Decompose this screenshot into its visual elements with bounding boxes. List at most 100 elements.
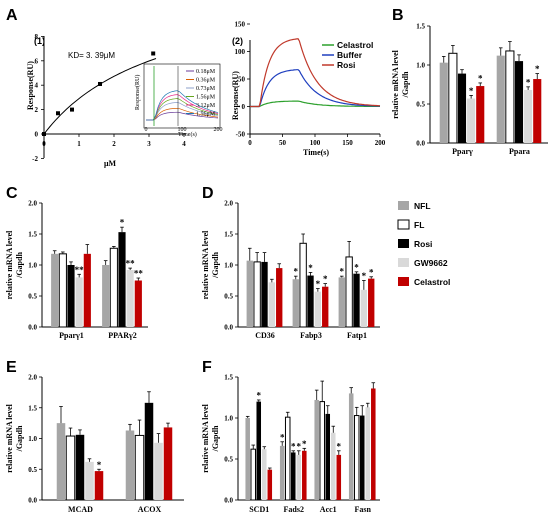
a1-xtick-label: 3 — [147, 140, 151, 148]
bar-gw9662 — [268, 282, 276, 327]
category-label: Pparγ — [452, 147, 473, 156]
bar-celastrol — [336, 454, 342, 500]
bar-rosi — [261, 261, 268, 327]
bar-fl — [505, 50, 515, 144]
legend-label-rosi: Rosi — [414, 239, 432, 249]
a2-xtick-label: 150 — [342, 139, 353, 147]
legend-label-gw9662: GW9662 — [414, 258, 448, 268]
ytick-label: 1.0 — [28, 262, 37, 270]
a2-xtick-label: 50 — [279, 139, 287, 147]
category-label: MCAD — [68, 505, 93, 514]
significance-star: * — [340, 267, 345, 277]
sensorgram-line-rosi — [250, 38, 380, 108]
bar-rosi — [359, 415, 365, 500]
ytick-label: 1.5 — [28, 404, 37, 412]
inset-xtick-label: 200 — [214, 127, 223, 133]
inset-series-line — [146, 102, 219, 121]
a1-ytick-label: 8 — [35, 33, 39, 41]
a1-ytick-label: -2 — [32, 155, 38, 163]
category-label: Pparγ1 — [59, 331, 84, 340]
inset-series-line — [146, 107, 219, 121]
panel-A1-label: (1) — [34, 36, 45, 46]
bar-fl — [299, 242, 307, 328]
y-axis-label: relative mRNA level/Gapdh — [5, 403, 24, 472]
legend-swatch-fl — [397, 219, 410, 230]
legend-swatch-celastrol — [398, 277, 409, 286]
legend-label-nfl: NFL — [414, 201, 431, 211]
ytick-label: 0.5 — [224, 293, 233, 301]
significance-star: * — [302, 439, 307, 449]
a1-ytick-label: 6 — [35, 57, 39, 65]
a2-ytick-label: 100 — [235, 48, 246, 56]
ytick-label: 2.0 — [224, 200, 233, 208]
bar-nfl — [245, 418, 250, 500]
bar-fl — [109, 247, 118, 328]
significance-star: * — [469, 86, 474, 96]
bar-nfl — [496, 55, 505, 143]
panel-letter-D: D — [202, 185, 214, 202]
bar-celastrol — [322, 286, 329, 327]
inset-series-line — [146, 98, 219, 121]
bar-gw9662 — [331, 432, 336, 500]
bar-fl — [284, 416, 291, 501]
inset-ylabel: Response(RU) — [134, 75, 141, 110]
ytick-label: 2.0 — [28, 374, 37, 382]
significance-star: * — [323, 274, 328, 284]
inset-legend-label: 1.56μM — [196, 112, 216, 118]
sensorgram-line-buffer — [250, 69, 381, 108]
inset-legend-label: 3.12μM — [196, 103, 216, 109]
ytick-label: 1.5 — [28, 231, 37, 239]
bar-celastrol — [83, 253, 91, 327]
category-label: Fabp3 — [300, 331, 322, 340]
significance-star: * — [535, 64, 540, 74]
bar-gw9662 — [314, 291, 322, 327]
bar-celastrol — [276, 268, 283, 327]
significance-star: * — [362, 271, 367, 281]
bar-nfl — [51, 253, 59, 327]
bar-rosi — [307, 275, 314, 327]
significance-star: * — [291, 441, 296, 451]
category-label: Fatp1 — [347, 331, 367, 340]
bar-gw9662 — [524, 89, 533, 143]
ytick-label: 1.5 — [224, 231, 233, 239]
a2-legend-label: Buffer — [337, 50, 363, 60]
bar-fl — [253, 261, 261, 328]
bar-nfl — [348, 393, 354, 500]
bar-celastrol — [371, 388, 376, 500]
panel-A1-xlabel: μM — [104, 159, 117, 168]
bar-nfl — [439, 62, 448, 143]
bar-gw9662 — [360, 289, 368, 327]
bar-fl — [250, 448, 256, 501]
ytick-label: 0.0 — [28, 324, 37, 332]
a1-data-point — [42, 132, 46, 136]
significance-star: * — [257, 390, 262, 400]
inset-series-line — [146, 111, 219, 121]
inset-legend-label: 1.56μM — [196, 95, 216, 101]
bar-nfl — [279, 445, 285, 500]
inset-legend-label: 0.73μM — [196, 86, 216, 92]
a2-ytick-label: 50 — [238, 76, 246, 84]
y-axis-label-line: relative mRNA level — [5, 403, 14, 472]
bar-celastrol — [163, 427, 173, 500]
ytick-label: 1.0 — [224, 415, 233, 423]
bar-nfl — [292, 279, 299, 327]
y-axis-label-line: /Gapdh — [15, 252, 24, 279]
y-axis-label-line: /Gapdh — [211, 252, 220, 279]
bar-gw9662 — [262, 449, 267, 500]
y-axis-label-line: relative mRNA level — [201, 230, 210, 299]
bar-fl — [58, 253, 67, 328]
panel-A2-xlabel: Time(s) — [303, 148, 329, 157]
significance-star: * — [354, 262, 359, 272]
inset-legend-label: 0.36μM — [196, 78, 216, 84]
y-axis-label: relative mRNA level/Gapdh — [201, 230, 220, 299]
a2-xtick-label: 100 — [310, 139, 321, 147]
bar-gw9662 — [85, 461, 94, 500]
bar-celastrol — [302, 450, 307, 500]
panel-A1-ylabel: Response(RU) — [26, 61, 35, 110]
a1-xtick-label: 1 — [77, 140, 81, 148]
panel-A1-binding-curve: (1) KD= 3. 39μM Response(RU) μM -202468 … — [26, 33, 223, 168]
a2-xtick-label: 0 — [248, 139, 252, 147]
legend-swatch-nfl — [398, 201, 409, 210]
ytick-label: 0.5 — [28, 466, 37, 474]
